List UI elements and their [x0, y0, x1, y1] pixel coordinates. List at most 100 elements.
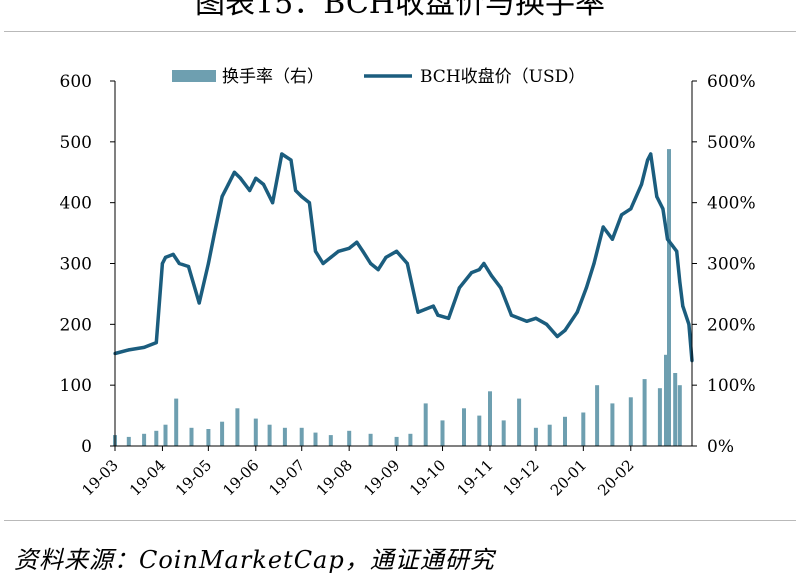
price-point	[555, 334, 559, 339]
turnover-bars	[113, 149, 682, 447]
price-point	[675, 249, 679, 253]
price-point	[163, 255, 168, 259]
x-tick-label: 19-06	[219, 456, 262, 499]
bch-price-turnover-chart: 0 100 200 300 400 500 600 0% 100% 200% 300% 400% 500…	[60, 67, 756, 499]
price-point	[489, 274, 494, 278]
price-point	[197, 301, 201, 305]
turnover-bar	[628, 397, 633, 446]
price-point	[405, 261, 409, 266]
price-point	[127, 348, 131, 352]
price-point	[482, 261, 486, 266]
footer-divider	[4, 520, 796, 521]
legend-label-price: BCH收盘价（USD）	[420, 67, 585, 87]
turnover-bar	[368, 433, 373, 446]
turnover-bar	[394, 436, 399, 446]
turnover-bar	[610, 403, 615, 446]
price-point	[639, 182, 644, 186]
x-tick-label: 19-08	[313, 456, 356, 499]
turnover-bar	[347, 430, 352, 446]
turnover-bar	[673, 373, 678, 446]
turnover-bar	[235, 408, 240, 446]
turnover-bar	[642, 379, 647, 446]
price-point	[248, 188, 252, 193]
price-point	[280, 152, 284, 156]
price-point	[517, 316, 521, 320]
price-point	[376, 268, 380, 272]
price-point	[369, 261, 373, 266]
price-point	[678, 280, 682, 284]
y-right-tick-label: 100%	[707, 376, 756, 396]
price-point	[649, 152, 653, 156]
price-point	[329, 255, 333, 259]
price-point	[610, 237, 615, 241]
x-tick-label: 19-10	[406, 456, 449, 499]
turnover-bar	[154, 430, 159, 446]
price-point	[347, 246, 351, 250]
price-point	[289, 158, 293, 162]
price-point	[525, 319, 529, 323]
x-tick-label: 19-12	[499, 456, 542, 499]
price-point	[424, 307, 428, 311]
price-point	[261, 182, 266, 186]
legend-swatch-turnover	[172, 70, 216, 82]
x-tick-label: 19-11	[453, 456, 496, 499]
y-left-tick-label: 400	[60, 194, 92, 214]
y-left-tick-label: 0	[81, 437, 92, 457]
turnover-bar	[517, 398, 522, 446]
x-tick-label: 19-05	[172, 456, 215, 499]
y-right-tick-label: 200%	[707, 315, 756, 335]
turnover-bar	[189, 427, 194, 447]
price-point	[212, 231, 217, 235]
turnover-bar	[677, 385, 682, 446]
turnover-bar	[667, 149, 671, 446]
turnover-bar	[282, 427, 287, 447]
turnover-bar	[547, 424, 552, 446]
x-tick-label: 20-01	[547, 456, 590, 499]
price-point	[238, 176, 243, 180]
price-point	[470, 271, 474, 275]
price-line-layer	[113, 152, 694, 363]
turnover-bar	[313, 432, 318, 446]
turnover-bar	[423, 403, 428, 446]
turnover-bar	[477, 415, 482, 446]
turnover-bar	[462, 408, 466, 446]
price-point	[563, 328, 567, 332]
price-point	[300, 195, 304, 199]
price-point	[171, 252, 175, 256]
price-point	[395, 249, 399, 253]
price-point	[431, 304, 435, 308]
price-point	[457, 286, 461, 290]
x-tick-label: 20-02	[594, 456, 637, 499]
x-tick-label: 19-07	[265, 456, 308, 499]
price-point	[499, 286, 503, 290]
price-point	[545, 322, 549, 326]
price-point	[477, 268, 481, 272]
y-right-tick-label: 300%	[707, 255, 756, 275]
price-point	[271, 201, 275, 205]
price-point	[142, 345, 146, 349]
turnover-bar	[657, 388, 662, 446]
turnover-bar	[488, 391, 492, 447]
turnover-bar	[408, 433, 413, 446]
price-point	[687, 322, 691, 326]
price-point	[601, 225, 605, 229]
y-right-tick-label: 0%	[707, 437, 734, 457]
price-point	[447, 316, 451, 320]
price-point	[534, 316, 538, 320]
price-point	[177, 261, 181, 266]
turnover-bar	[328, 435, 333, 446]
y-left-tick-label: 200	[60, 315, 92, 335]
turnover-bar	[126, 436, 131, 446]
price-point	[665, 237, 670, 241]
legend: 换手率（右） BCH收盘价（USD）	[172, 67, 585, 87]
turnover-bar	[142, 433, 147, 446]
price-point	[384, 255, 388, 259]
price-point	[206, 261, 210, 266]
x-tick-label: 19-04	[126, 456, 169, 499]
turnover-bar	[206, 429, 211, 446]
price-point	[575, 310, 579, 314]
title-divider	[4, 31, 796, 32]
y-right-tick-label: 400%	[707, 194, 756, 214]
turnover-bar	[299, 427, 304, 447]
price-point	[655, 195, 659, 199]
